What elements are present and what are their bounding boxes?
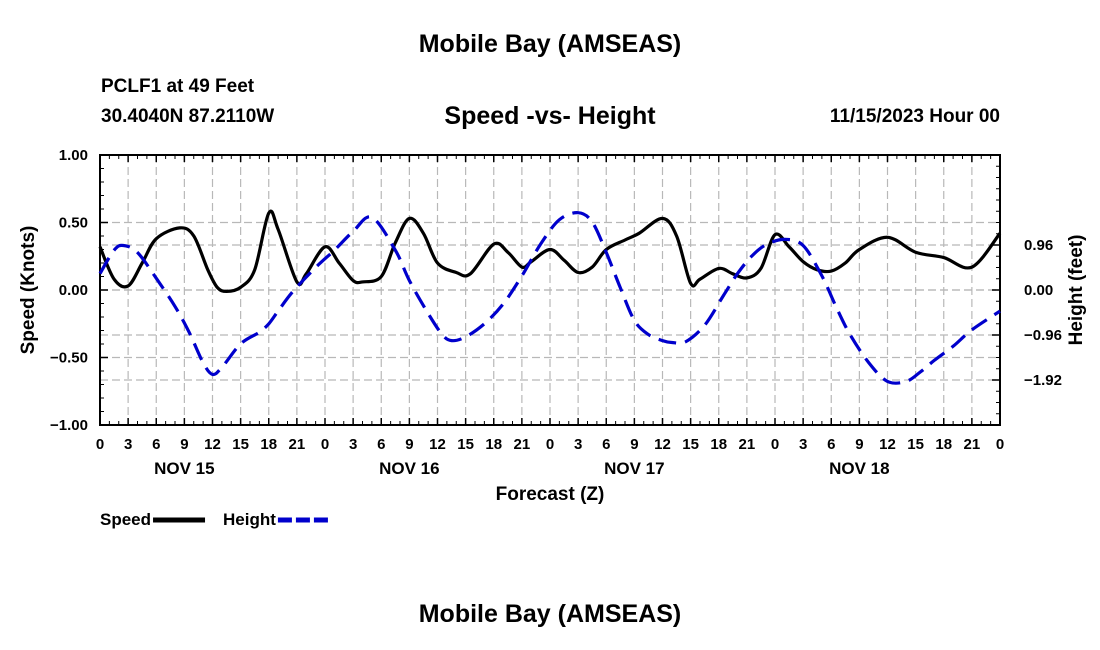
date-label: NOV 18	[829, 459, 889, 478]
x-tick-label: 12	[204, 436, 221, 453]
y-left-axis-title: Speed (Knots)	[18, 226, 39, 355]
x-tick-label: 18	[935, 436, 952, 453]
x-tick-label: 0	[96, 436, 104, 453]
y-right-axis-title: Height (feet)	[1066, 235, 1087, 346]
x-tick-label: 21	[289, 436, 306, 453]
x-tick-label: 6	[152, 436, 160, 453]
x-tick-label: 9	[405, 436, 413, 453]
x-tick-label: 18	[710, 436, 727, 453]
date-label: NOV 17	[604, 459, 664, 478]
x-tick-label: 6	[377, 436, 385, 453]
station-label: PCLF1 at 49 Feet	[101, 76, 255, 97]
x-tick-label: 9	[855, 436, 863, 453]
date-label: NOV 15	[154, 459, 214, 478]
legend-label-height: Height	[223, 510, 276, 529]
y-right-tick-label: −0.96	[1024, 327, 1062, 344]
x-tick-label: 3	[124, 436, 132, 453]
run-time-label: 11/15/2023 Hour 00	[829, 106, 1000, 127]
x-tick-label: 15	[682, 436, 699, 453]
y-left-tick-label: −1.00	[50, 417, 88, 434]
y-right-tick-label: −1.92	[1024, 372, 1062, 389]
x-tick-label: 18	[485, 436, 502, 453]
x-tick-label: 9	[630, 436, 638, 453]
x-tick-label: 15	[907, 436, 924, 453]
x-tick-label: 3	[799, 436, 807, 453]
y-left-tick-label: 1.00	[59, 147, 88, 164]
x-tick-label: 12	[654, 436, 671, 453]
series-line-speed	[98, 209, 1002, 293]
y-left-tick-label: 0.00	[59, 282, 88, 299]
y-left-tick-label: −0.50	[50, 350, 88, 367]
x-tick-label: 6	[602, 436, 610, 453]
page-title: Mobile Bay (AMSEAS)	[418, 30, 682, 58]
x-tick-label: 18	[260, 436, 277, 453]
x-tick-label: 0	[546, 436, 554, 453]
x-tick-label: 0	[996, 436, 1004, 453]
y-right-tick-label: 0.00	[1024, 282, 1053, 299]
y-right-tick-label: 0.96	[1024, 237, 1053, 254]
x-tick-label: 0	[321, 436, 329, 453]
x-tick-label: 3	[574, 436, 582, 453]
x-tick-label: 15	[232, 436, 249, 453]
coordinates-label: 30.4040N 87.2110W	[101, 106, 275, 127]
x-tick-label: 0	[771, 436, 779, 453]
x-tick-label: 21	[514, 436, 531, 453]
x-tick-label: 21	[739, 436, 756, 453]
x-tick-label: 12	[879, 436, 896, 453]
y-left-tick-label: 0.50	[59, 215, 88, 232]
x-tick-label: 21	[964, 436, 981, 453]
x-tick-label: 12	[429, 436, 446, 453]
chart-title: Speed -vs- Height	[444, 102, 656, 130]
series-line-height	[98, 211, 1001, 385]
x-tick-label: 6	[827, 436, 835, 453]
x-tick-label: 3	[349, 436, 357, 453]
legend-label-speed: Speed	[100, 510, 151, 529]
x-tick-label: 15	[457, 436, 474, 453]
x-tick-label: 9	[180, 436, 188, 453]
footer-title: Mobile Bay (AMSEAS)	[418, 600, 682, 628]
x-axis-title: Forecast (Z)	[496, 484, 605, 505]
date-label: NOV 16	[379, 459, 439, 478]
